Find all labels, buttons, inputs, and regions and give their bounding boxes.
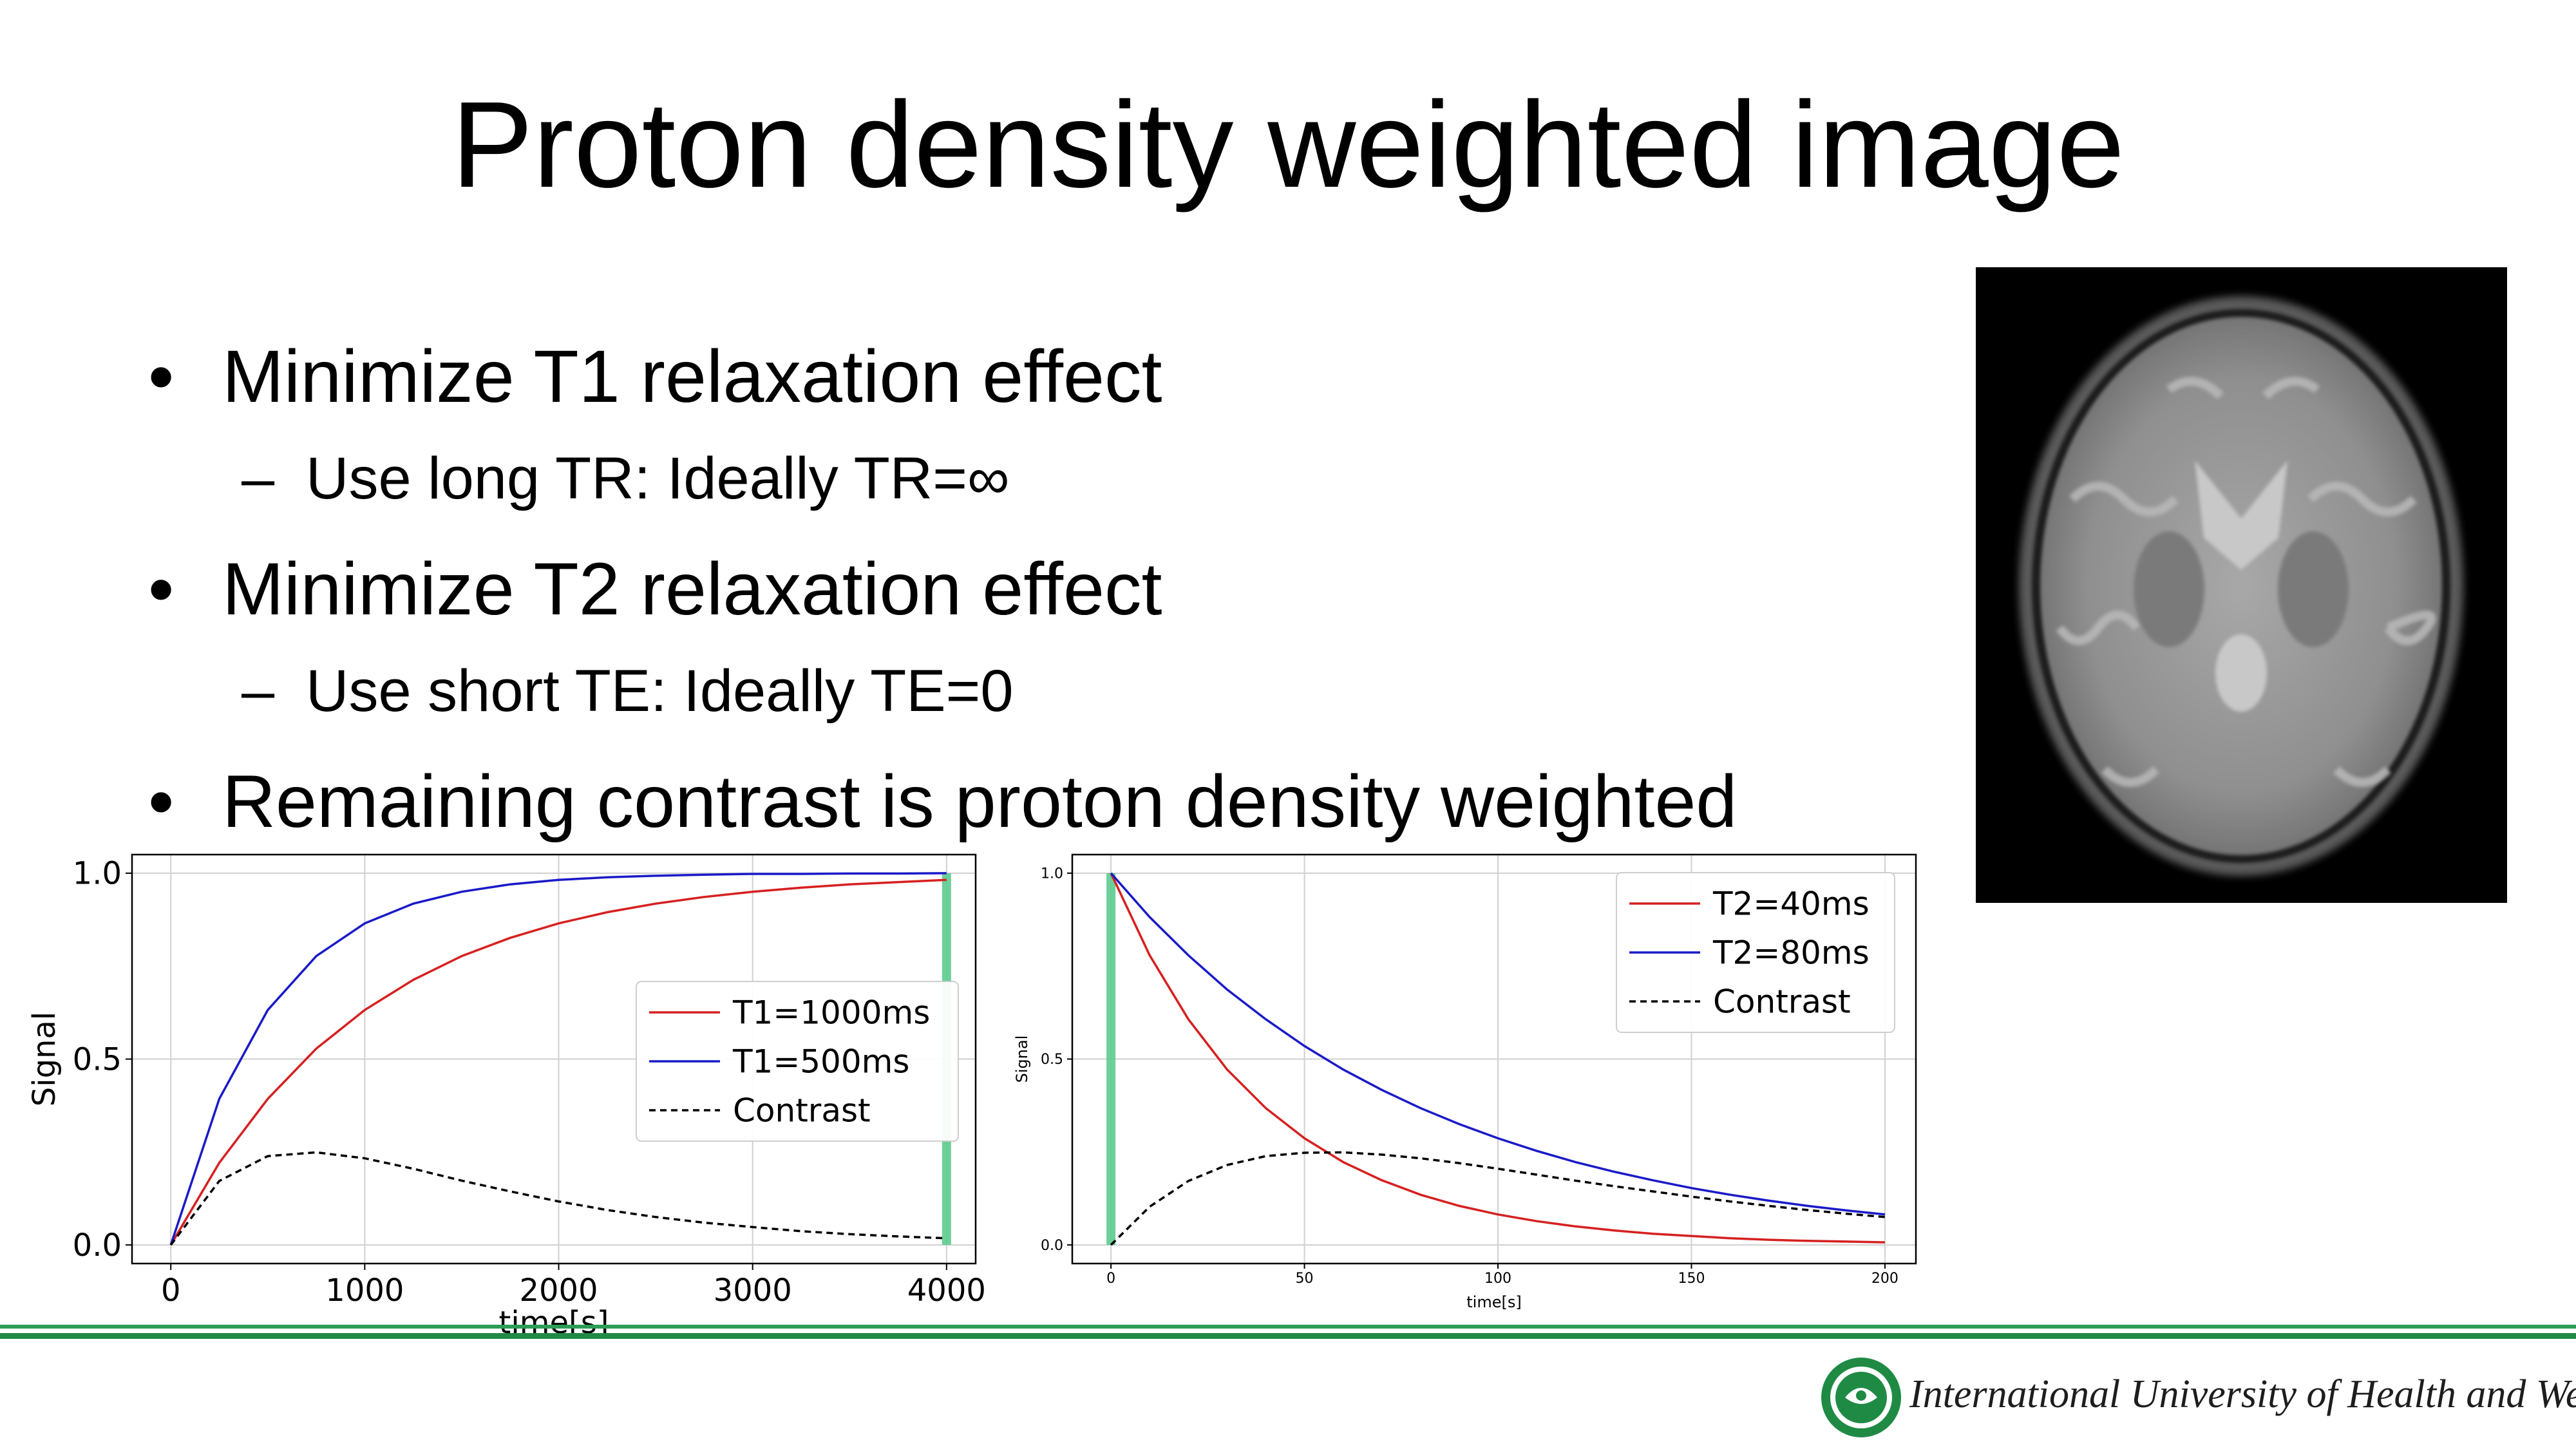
institution-name: International University of Health and W…: [1909, 1372, 2576, 1416]
series-line: [1110, 873, 1885, 1244]
x-tick-label: 150: [1678, 1271, 1705, 1287]
bullet-text: Remaining contrast is proton density wei…: [222, 761, 1738, 843]
y-tick-label: 0.5: [73, 1041, 122, 1077]
sub-bullet-text: Use long TR: Ideally TR=∞: [306, 446, 1010, 511]
sub-bullet-item: – Use short TE: Ideally TE=0: [242, 656, 1984, 726]
legend-label: T2=80ms: [1712, 934, 1870, 972]
x-tick-label: 0: [161, 1273, 181, 1309]
series-line: [1110, 1151, 1886, 1246]
dash-icon: –: [242, 658, 275, 724]
sub-bullet-item: – Use long TR: Ideally TR=∞: [242, 443, 1984, 514]
brain-mri-image: [1976, 267, 2507, 903]
x-tick-label: 4000: [907, 1273, 986, 1309]
y-tick-label: 1.0: [1041, 866, 1063, 882]
y-tick-label: 1.0: [73, 856, 122, 892]
y-tick-label: 0.5: [1041, 1052, 1063, 1068]
y-tick-label: 0.0: [1041, 1238, 1063, 1254]
series-line: [169, 878, 947, 1245]
bullet-dot-icon: •: [148, 548, 175, 630]
t2-decay-chart: 0 50 100 150 200 0.0 0.5 1.0 time[s] Signal T2=40m…: [1013, 853, 1917, 1311]
legend-box: [636, 981, 959, 1142]
y-axis-label: Signal: [1013, 1036, 1031, 1083]
bullet-dot-icon: •: [148, 761, 175, 843]
bullet-item: • Minimize T1 relaxation effect: [148, 335, 1984, 419]
slide-title: Proton density weighted image: [451, 77, 2125, 213]
x-tick-label: 0: [1106, 1271, 1115, 1287]
x-tick-label: 100: [1484, 1271, 1511, 1287]
legend-label: T1=1000ms: [732, 994, 930, 1032]
legend-label: T1=500ms: [732, 1043, 909, 1081]
sub-bullet-text: Use short TE: Ideally TE=0: [306, 658, 1014, 724]
bullet-text: Minimize T2 relaxation effect: [222, 548, 1162, 630]
bullet-dot-icon: •: [148, 336, 175, 418]
bullet-text: Minimize T1 relaxation effect: [222, 336, 1162, 418]
x-tick-label: 200: [1871, 1271, 1899, 1287]
legend-box: [1616, 872, 1895, 1033]
footer-divider-thin: [0, 1325, 2576, 1329]
x-tick-label: 1000: [325, 1273, 404, 1309]
series-line: [169, 872, 947, 1245]
legend-label: T2=40ms: [1712, 886, 1870, 923]
dash-icon: –: [242, 446, 275, 511]
footer-divider: [0, 1333, 2576, 1339]
series-line: [1110, 872, 1886, 1216]
x-axis-label: time[s]: [1466, 1293, 1521, 1311]
bullet-item: • Minimize T2 relaxation effect: [148, 547, 1984, 631]
x-tick-label: 50: [1296, 1271, 1314, 1287]
x-tick-label: 3000: [714, 1273, 792, 1309]
y-tick-label: 0.0: [73, 1227, 122, 1264]
legend-label: Contrast: [733, 1092, 871, 1130]
bullet-list: • Minimize T1 relaxation effect – Use lo…: [148, 335, 1984, 868]
legend-label: Contrast: [1713, 983, 1851, 1021]
y-axis-label: Signal: [26, 1012, 62, 1106]
series-line: [169, 1151, 947, 1246]
bullet-item: • Remaining contrast is proton density w…: [148, 760, 1984, 844]
x-tick-label: 2000: [519, 1273, 598, 1309]
university-logo-icon: [1821, 1358, 1901, 1437]
